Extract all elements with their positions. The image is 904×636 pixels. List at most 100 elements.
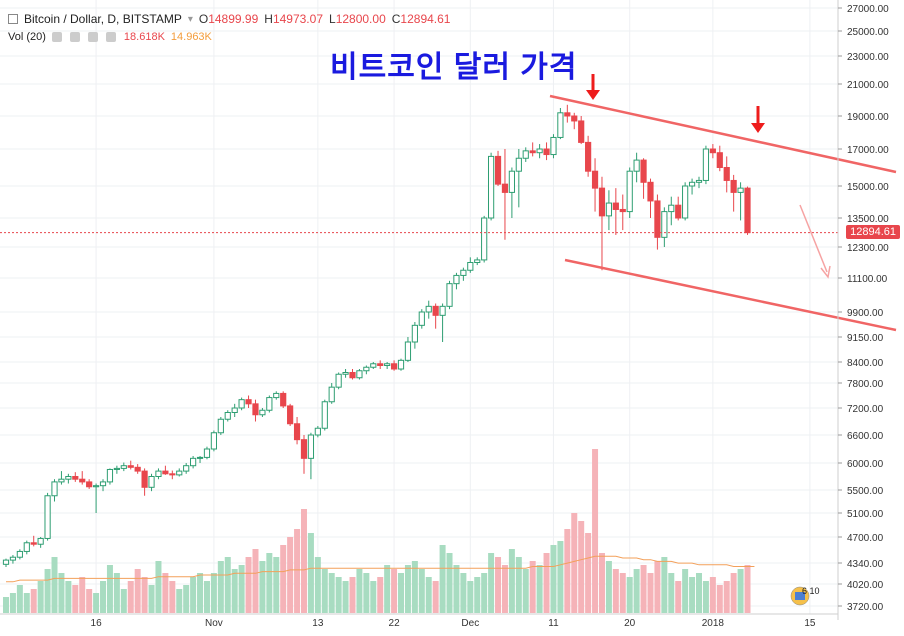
volume-bar	[640, 565, 647, 613]
symbol-legend[interactable]: Bitcoin / Dollar, D, BITSTAMP ▾ O14899.9…	[8, 12, 450, 26]
candle-body	[99, 481, 107, 487]
volume-legend[interactable]: Vol (20) 18.618K 14.963K	[8, 31, 212, 43]
chevron-down-icon[interactable]: ▾	[187, 13, 193, 25]
candle-body	[557, 112, 564, 138]
volume-bar	[501, 565, 508, 613]
volume-bar	[709, 577, 716, 613]
candle-body	[494, 155, 502, 185]
candle-body	[314, 427, 321, 436]
candle-body	[619, 208, 626, 213]
candle-body	[688, 181, 696, 187]
volume-bar	[425, 577, 432, 613]
volume-bar	[598, 553, 605, 613]
candle-body	[591, 170, 599, 189]
candle-body	[273, 392, 280, 399]
volume-bar	[349, 577, 356, 613]
price-axis[interactable]: 27000.00 25000.00 23000.00 21000.00 19000.00…	[838, 4, 889, 613]
y-tick-label: 4340.00	[847, 559, 884, 570]
volume-bar	[190, 577, 197, 613]
ohlc-open: O14899.99	[198, 12, 259, 26]
volume-bar	[626, 577, 633, 613]
candle-body	[51, 481, 58, 497]
volume-bar	[384, 565, 391, 613]
candle-body	[196, 456, 204, 459]
volume-bar	[162, 573, 169, 613]
candle-body	[245, 399, 252, 405]
candle-body	[169, 473, 176, 476]
candle-body	[404, 341, 412, 361]
candle-body	[65, 476, 72, 480]
y-tick-label: 8400.00	[847, 358, 884, 369]
volume-bar	[321, 569, 328, 613]
volume-bar	[702, 581, 709, 613]
projection-arrow-head	[820, 265, 831, 279]
ohlc-low: L12800.00	[329, 12, 386, 26]
candle-body	[210, 432, 218, 450]
candle-body	[522, 150, 529, 159]
y-tick-label: 5500.00	[847, 486, 884, 497]
projection-arrow	[799, 204, 828, 273]
volume-bar	[495, 557, 502, 613]
candle-body	[439, 305, 446, 316]
y-tick-label: 12300.00	[847, 243, 889, 254]
volume-bar	[113, 573, 120, 613]
settings-icon[interactable]	[69, 32, 80, 42]
candle-body	[460, 269, 467, 276]
candle-body	[141, 470, 148, 488]
event-badge-text: 6 10	[802, 586, 820, 596]
close-icon[interactable]	[105, 32, 116, 42]
volume-value: 18.618K	[123, 31, 165, 43]
add-icon[interactable]	[87, 32, 98, 42]
volume-bar	[127, 581, 134, 613]
candle-body	[23, 542, 30, 552]
candle-body	[543, 148, 550, 156]
x-tick-label: 2018	[702, 618, 725, 629]
y-tick-label: 19000.00	[847, 112, 889, 123]
candle-body	[349, 372, 356, 379]
candle-body	[647, 181, 654, 202]
candle-body	[585, 141, 592, 172]
volume-bar	[356, 569, 363, 613]
candle-body	[293, 423, 301, 441]
volume-bar	[314, 557, 321, 613]
collapse-icon[interactable]	[8, 14, 18, 24]
y-tick-label: 17000.00	[847, 145, 889, 156]
peak-arrow-1-head	[586, 90, 600, 100]
candle-body	[148, 476, 155, 488]
candle-body	[335, 373, 342, 388]
volume-bar	[585, 533, 592, 613]
volume-bar	[44, 569, 51, 613]
volume-bars	[3, 449, 751, 613]
candle-body	[529, 150, 536, 154]
y-tick-label: 7800.00	[847, 379, 884, 390]
candle-body	[287, 405, 294, 425]
volume-bar	[654, 561, 661, 613]
flag-icon-detail	[795, 592, 805, 600]
x-tick-label: 16	[91, 618, 103, 629]
volume-bar	[370, 581, 377, 613]
eye-icon[interactable]	[51, 32, 62, 42]
candle-body	[411, 324, 418, 343]
candle-body	[501, 183, 509, 193]
candle-body	[370, 363, 377, 368]
candle-body	[120, 465, 127, 469]
y-tick-label: 9900.00	[847, 308, 884, 319]
volume-bar	[93, 593, 100, 613]
volume-bar	[543, 553, 550, 613]
volume-bar	[300, 509, 307, 613]
candle-body	[515, 157, 522, 172]
y-tick-label: 4700.00	[847, 533, 884, 544]
candle-body	[598, 187, 606, 217]
volume-bar	[307, 533, 314, 613]
candle-body	[72, 476, 79, 480]
volume-bar	[723, 581, 730, 613]
volume-bar	[51, 557, 58, 613]
y-tick-label: 6600.00	[847, 431, 884, 442]
candle-body	[654, 200, 661, 238]
volume-bar	[273, 557, 280, 613]
candle-body	[321, 401, 328, 429]
y-tick-label: 21000.00	[847, 80, 889, 91]
time-axis[interactable]: 16 Nov 13 22 Dec 11 20 2018 15	[91, 618, 816, 629]
volume-bar	[86, 589, 93, 613]
